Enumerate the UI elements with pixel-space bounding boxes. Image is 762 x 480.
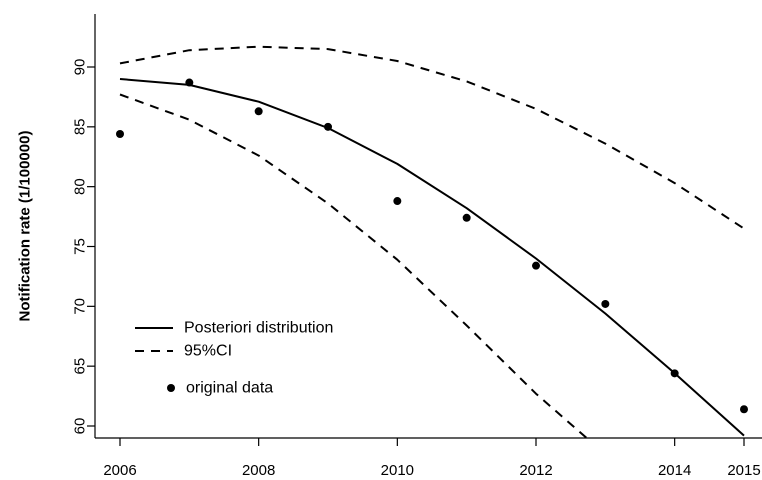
y-tick-label: 65 [72,358,89,375]
legend-label: Posteriori distribution [184,320,333,337]
data-point [532,261,540,270]
ci-line-1 [119,45,745,230]
y-tick-label: 85 [72,118,89,135]
x-tick-label: 2012 [519,462,552,479]
legend-label: 95%CI [184,343,232,360]
y-axis-title: Notification rate (1/100000) [17,131,34,322]
legend-label: original data [186,380,273,397]
data-point [740,405,748,414]
data-point [601,299,610,308]
legend: Posteriori distribution 95%CI original dat… [135,320,333,397]
data-point [185,78,194,87]
data-point [324,122,332,131]
y-tick-label: 80 [72,178,89,195]
legend-point-swatch [167,384,175,392]
ci-line-2 [119,93,589,438]
y-tick-label: 60 [72,418,89,435]
x-tick-label: 2006 [103,462,136,479]
x-tick-label: 2010 [381,462,414,479]
y-tick-label: 70 [72,298,89,315]
data-point [116,130,124,139]
plot-area [116,45,748,438]
x-tick-label: 2015 [727,462,760,479]
data-point [670,369,679,378]
data-point [462,213,471,222]
x-tick-label: 2014 [658,462,691,479]
data-point [254,107,263,116]
axes: 60 65 70 75 80 85 90 2006 2008 2010 2012 2014 2015 [72,14,762,479]
data-point [393,197,402,206]
x-tick-label: 2008 [242,462,275,479]
y-tick-label: 90 [72,59,89,76]
y-tick-label: 75 [72,238,89,255]
posterior-line [119,78,745,437]
